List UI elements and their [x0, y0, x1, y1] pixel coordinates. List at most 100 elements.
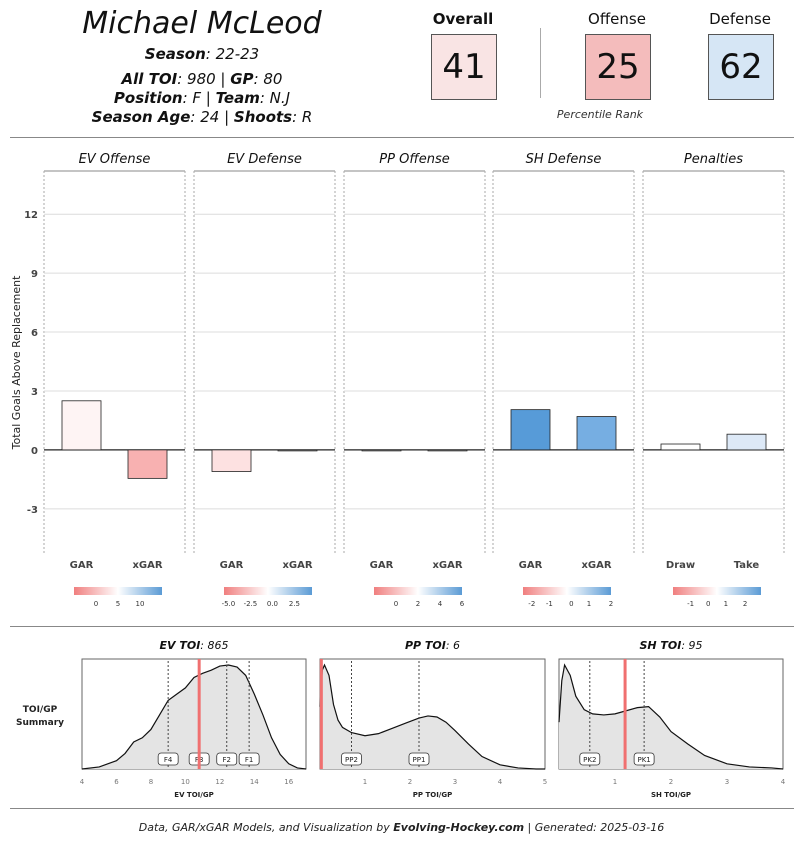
panel-title: PP Offense	[379, 152, 449, 167]
x-tick-label: 4	[498, 778, 503, 786]
team-label: Team	[215, 89, 260, 107]
legend-tick-label: -1	[687, 600, 694, 608]
panel-title: SH Defense	[526, 152, 602, 167]
deployment-marker-label: PP1	[413, 756, 426, 764]
panel-title: EV Offense	[79, 152, 151, 167]
gp-label: GP	[230, 70, 254, 88]
x-tick-label: Take	[734, 560, 760, 571]
legend-tick-label: 2	[416, 600, 420, 608]
bar-gar	[361, 449, 402, 452]
density-area	[559, 665, 783, 769]
x-tick-label: GAR	[220, 560, 244, 571]
footer-credit: Data, GAR/xGAR Models, and Visualization…	[0, 821, 803, 834]
color-scale-legend	[74, 587, 162, 595]
density-line	[81, 664, 307, 770]
deployment-marker-box	[408, 752, 430, 766]
defense-rank-value: 62	[719, 47, 763, 87]
footer-prefix: Data, GAR/xGAR Models, and Visualization…	[138, 821, 394, 834]
color-scale-legend	[374, 587, 462, 595]
x-tick-label: 3	[453, 778, 457, 786]
deployment-marker-label: F2	[222, 756, 230, 764]
bar-draw	[660, 443, 701, 451]
legend-tick-label: 2	[743, 600, 747, 608]
rank-divider	[540, 28, 541, 98]
bar-xgar	[427, 449, 468, 452]
age-label: Season Age	[91, 108, 191, 126]
bar-xgar	[576, 416, 617, 451]
divider-bottom	[10, 808, 794, 809]
deployment-marker-label: F4	[164, 756, 173, 764]
toi-panel-title: EV TOI: 865	[159, 639, 228, 652]
season-value: : 22-23	[205, 45, 260, 63]
gp-value: : 80	[253, 70, 283, 88]
toi-summary-label: TOI/GP Summary	[16, 705, 64, 728]
position-label: Position	[113, 89, 183, 107]
density-line	[558, 663, 784, 770]
toi-label: All TOI	[121, 70, 178, 88]
legend-tick-label: -5.0	[222, 600, 236, 608]
gar-bar-chart: Total Goals Above Replacement-3036912EV …	[10, 152, 785, 608]
footer-suffix: | Generated: 2025-03-16	[524, 821, 665, 834]
x-tick-label: xGAR	[132, 560, 162, 571]
x-axis-label: SH TOI/GP	[651, 791, 691, 799]
defense-rank-label: Defense	[709, 10, 771, 28]
color-scale-legend	[224, 587, 312, 595]
bar-take	[726, 433, 767, 451]
color-scale-legend	[523, 587, 611, 595]
age-shoots-line: Season Age: 24 | Shoots: R	[0, 108, 404, 126]
color-scale-legend	[673, 587, 761, 595]
legend-tick-label: 0.0	[267, 600, 278, 608]
x-tick-label: 3	[725, 778, 729, 786]
y-tick-label: -3	[27, 505, 38, 516]
overall-rank-label: Overall	[432, 10, 494, 28]
y-axis-label: Total Goals Above Replacement	[10, 275, 23, 450]
position-value: : F |	[182, 89, 216, 107]
legend-tick-label: -2.5	[244, 600, 258, 608]
offense-rank-label: Offense	[588, 10, 646, 28]
footer-brand: Evolving-Hockey.com	[393, 821, 525, 834]
legend-tick-label: -2	[528, 600, 535, 608]
y-tick-label: 9	[31, 269, 38, 280]
legend-tick-label: -1	[546, 600, 553, 608]
divider-top	[10, 137, 794, 138]
offense-rank-value: 25	[596, 47, 640, 87]
deployment-marker-box	[341, 752, 362, 766]
x-tick-label: Draw	[666, 560, 695, 571]
panel-title: EV Defense	[227, 152, 302, 167]
season-line: Season: 22-23	[0, 45, 404, 63]
defense-rank-box: 62	[708, 34, 774, 100]
x-tick-label: GAR	[70, 560, 94, 571]
bar-gar	[510, 409, 551, 451]
legend-tick-label: 6	[460, 600, 465, 608]
y-tick-label: 3	[31, 387, 38, 398]
deployment-marker-label: F1	[245, 756, 253, 764]
x-tick-label: 1	[363, 778, 367, 786]
legend-tick-label: 0	[94, 600, 98, 608]
density-area	[82, 665, 306, 769]
legend-tick-label: 2	[609, 600, 613, 608]
legend-tick-label: 4	[438, 600, 443, 608]
x-tick-label: xGAR	[282, 560, 312, 571]
bar-gar	[61, 400, 102, 451]
shoots-label: Shoots	[233, 108, 293, 126]
deployment-marker-label: PP2	[345, 756, 358, 764]
x-tick-label: 12	[215, 778, 224, 786]
x-tick-label: 2	[408, 778, 412, 786]
deployment-marker-box	[157, 752, 179, 766]
x-tick-label: 4	[781, 778, 786, 786]
x-tick-label: xGAR	[581, 560, 611, 571]
legend-tick-label: 2.5	[289, 600, 300, 608]
x-tick-label: 16	[284, 778, 293, 786]
season-label: Season	[144, 45, 206, 63]
deployment-marker-label: PK2	[583, 756, 596, 764]
toi-panel-title: SH TOI: 95	[639, 639, 702, 652]
x-tick-label: 2	[669, 778, 673, 786]
density-line	[319, 663, 545, 770]
x-tick-label: 1	[613, 778, 617, 786]
bar-gar	[211, 449, 252, 472]
x-tick-label: GAR	[519, 560, 543, 571]
shoots-value: : R	[292, 108, 313, 126]
legend-tick-label: 1	[587, 600, 591, 608]
legend-tick-label: 1	[724, 600, 728, 608]
